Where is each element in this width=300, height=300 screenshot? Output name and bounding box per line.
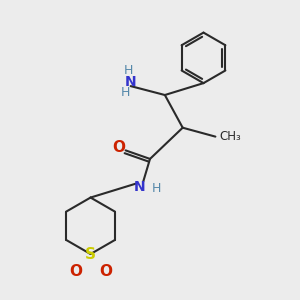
Text: CH₃: CH₃ <box>219 130 241 143</box>
Text: O: O <box>69 264 82 279</box>
Text: H: H <box>151 182 160 195</box>
Text: N: N <box>134 180 146 194</box>
Text: O: O <box>99 264 112 279</box>
Text: H: H <box>121 86 130 99</box>
Text: S: S <box>85 247 96 262</box>
Text: O: O <box>112 140 125 154</box>
Text: H: H <box>124 64 133 77</box>
Text: N: N <box>125 75 136 88</box>
